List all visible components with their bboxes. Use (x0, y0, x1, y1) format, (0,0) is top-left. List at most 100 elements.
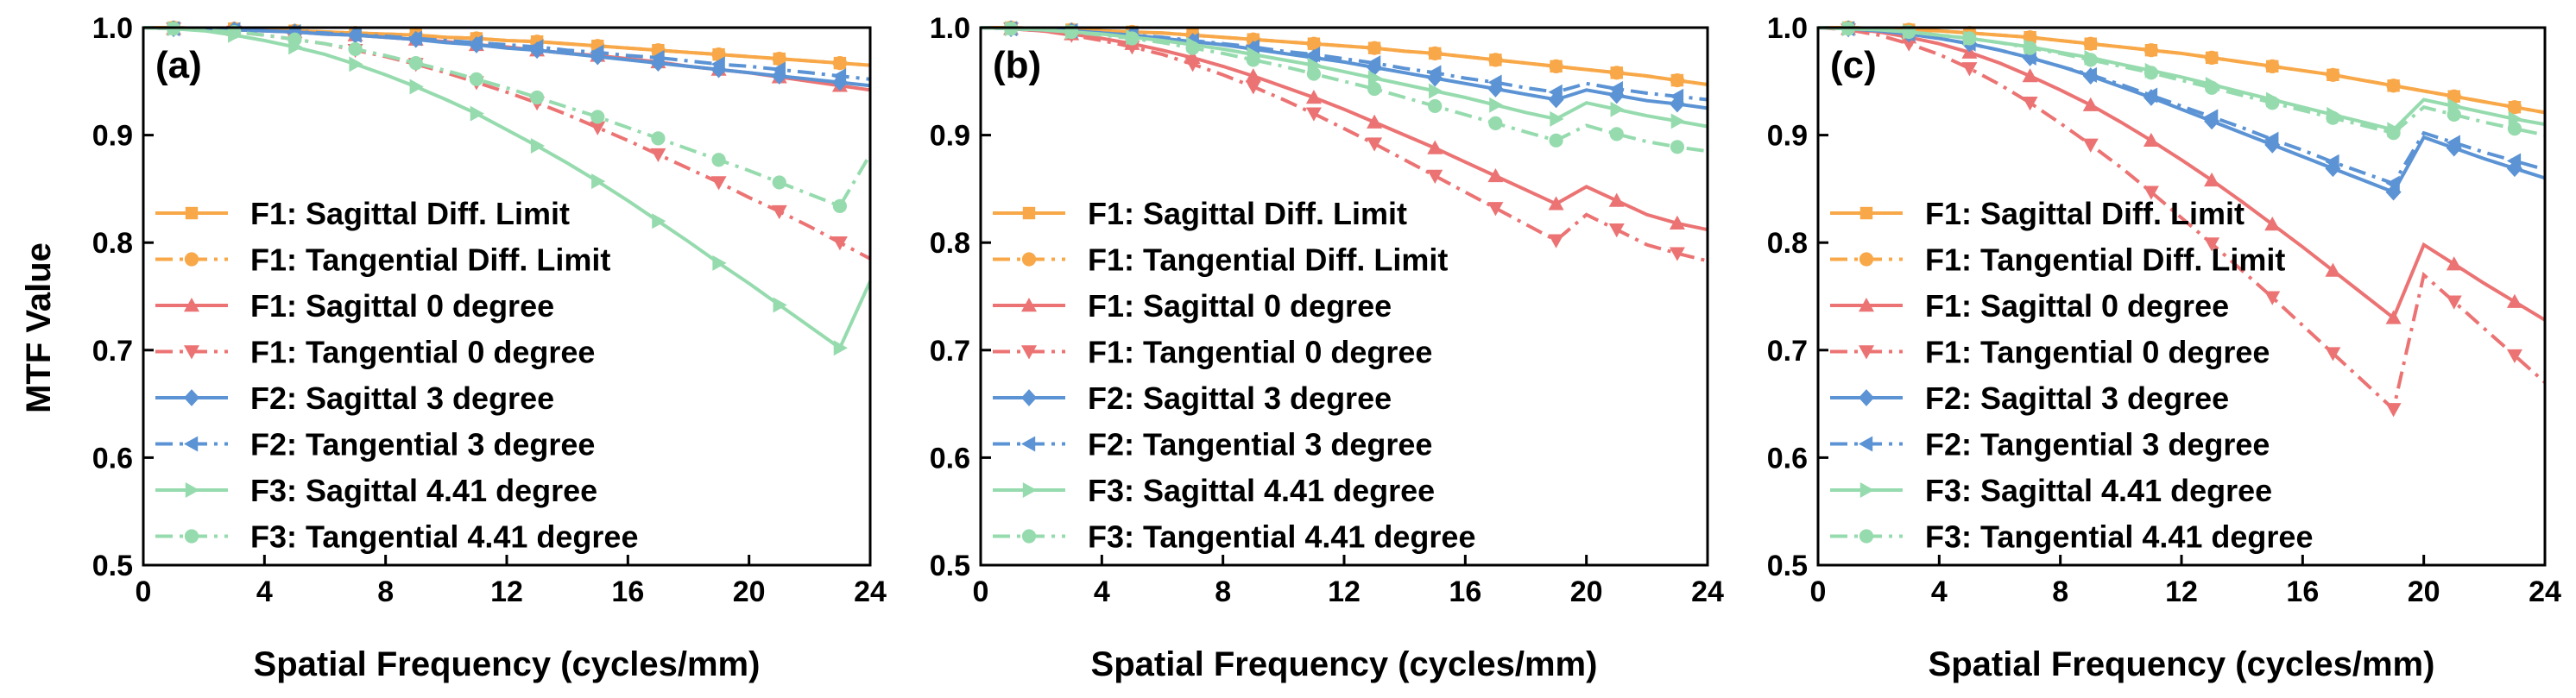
legend-label: F1: Sagittal 0 degree (1925, 288, 2229, 324)
data-point (1669, 95, 1685, 113)
data-point (2144, 66, 2159, 80)
legend-label: F2: Sagittal 3 degree (1925, 380, 2229, 416)
data-point (2082, 66, 2097, 83)
data-point (590, 44, 604, 60)
legend-marker (1859, 529, 1874, 544)
data-point (2506, 349, 2522, 364)
data-point (1610, 101, 1625, 117)
data-point (1548, 234, 1564, 248)
legend-marker (1021, 529, 1037, 544)
data-point (1487, 167, 1504, 183)
legend-label: F2: Sagittal 3 degree (1088, 380, 1392, 416)
data-point (469, 72, 484, 86)
data-point (771, 67, 787, 85)
legend-marker (1022, 206, 1036, 220)
data-point (650, 49, 665, 66)
data-point (831, 68, 847, 85)
y-tick-label: 0.8 (92, 227, 133, 260)
series-line (1818, 26, 2546, 195)
data-point (590, 121, 606, 135)
x-tick-label: 24 (1691, 575, 1724, 608)
y-tick-label: 1.0 (930, 12, 970, 45)
x-tick-label: 4 (1931, 575, 1948, 608)
data-point (1669, 247, 1685, 261)
series-line (981, 26, 1708, 86)
x-axis-title: Spatial Frequency (cycles/mm) (254, 645, 761, 683)
data-point (1427, 140, 1443, 154)
data-point (2023, 41, 2037, 55)
legend: F1: Sagittal Diff. Limit F1: Tangential D… (993, 196, 1475, 555)
x-tick-label: 16 (2286, 575, 2319, 608)
x-tick-label: 0 (1810, 575, 1827, 608)
data-point (2326, 67, 2340, 82)
data-point (1669, 215, 1685, 230)
data-point (530, 138, 546, 154)
x-tick-label: 24 (854, 575, 887, 608)
data-point (409, 79, 424, 95)
data-point (1549, 133, 1563, 148)
series-line (1818, 26, 2546, 115)
data-point (2082, 138, 2099, 153)
data-point (710, 60, 727, 79)
data-point (1901, 37, 1917, 52)
y-axis-title: MTF Value (20, 242, 58, 413)
data-point (1427, 169, 1443, 184)
x-tick-label: 20 (733, 575, 766, 608)
legend-label: F1: Tangential 0 degree (1088, 335, 1432, 370)
y-tick-label: 0.5 (930, 550, 970, 582)
legend-label: F1: Sagittal Diff. Limit (1088, 196, 1407, 231)
data-point (832, 198, 848, 213)
data-point (2446, 139, 2462, 157)
legend-label: F1: Sagittal Diff. Limit (250, 196, 570, 231)
data-point (1669, 88, 1684, 104)
y-tick-label: 0.6 (930, 442, 970, 475)
legend-marker (1021, 298, 1037, 312)
data-point (772, 52, 786, 66)
panel-label: (a) (155, 44, 202, 86)
legend-marker (1859, 482, 1874, 498)
legend-marker (185, 482, 199, 498)
legend-marker (185, 206, 199, 220)
series-line (1818, 26, 2546, 132)
data-point (773, 297, 787, 313)
chart-panel: 0 4 8 12 16 20 24 0.5 0.6 0.7 0.8 0.9 1.0 (a) Spatial … (92, 12, 887, 683)
data-point (1550, 110, 1564, 127)
data-point (1548, 84, 1563, 100)
x-tick-label: 12 (2165, 575, 2198, 608)
legend-label: F1: Tangential 0 degree (1925, 335, 2270, 370)
x-tick-label: 8 (377, 575, 394, 608)
data-point (772, 175, 786, 190)
data-point (1488, 53, 1503, 67)
data-point (1608, 223, 1625, 238)
data-point (711, 153, 726, 167)
data-point (1609, 66, 1624, 80)
data-point (1609, 127, 1624, 141)
legend-marker (1859, 345, 1874, 360)
data-point (771, 204, 787, 220)
legend-marker (184, 298, 199, 312)
x-axis-title: Spatial Frequency (cycles/mm) (1091, 645, 1598, 683)
data-point (1185, 41, 1200, 55)
legend-marker (1021, 252, 1037, 267)
legend-label: F3: Tangential 4.41 degree (1088, 519, 1475, 555)
legend-label: F2: Tangential 3 degree (1088, 427, 1432, 462)
legend-label: F3: Sagittal 4.41 degree (1088, 473, 1435, 508)
data-point (1305, 107, 1322, 122)
data-point (287, 32, 302, 47)
chart-panels: 0 4 8 12 16 20 24 0.5 0.6 0.7 0.8 0.9 1.0 (a) Spatial … (92, 12, 2561, 683)
data-point (1245, 39, 1260, 55)
data-point (349, 56, 363, 72)
y-tick-label: 1.0 (92, 12, 133, 45)
y-tick-label: 0.9 (92, 120, 133, 153)
legend-label: F2: Tangential 3 degree (1925, 427, 2270, 462)
data-point (1367, 81, 1382, 97)
data-point (2082, 97, 2099, 111)
series-line (143, 26, 872, 209)
data-point (1548, 196, 1564, 211)
legend-marker (184, 345, 199, 360)
x-tick-label: 20 (1570, 575, 1603, 608)
y-tick-label: 0.8 (1767, 227, 1808, 260)
data-point (407, 30, 422, 47)
data-point (1125, 31, 1140, 46)
data-point (1367, 41, 1382, 55)
